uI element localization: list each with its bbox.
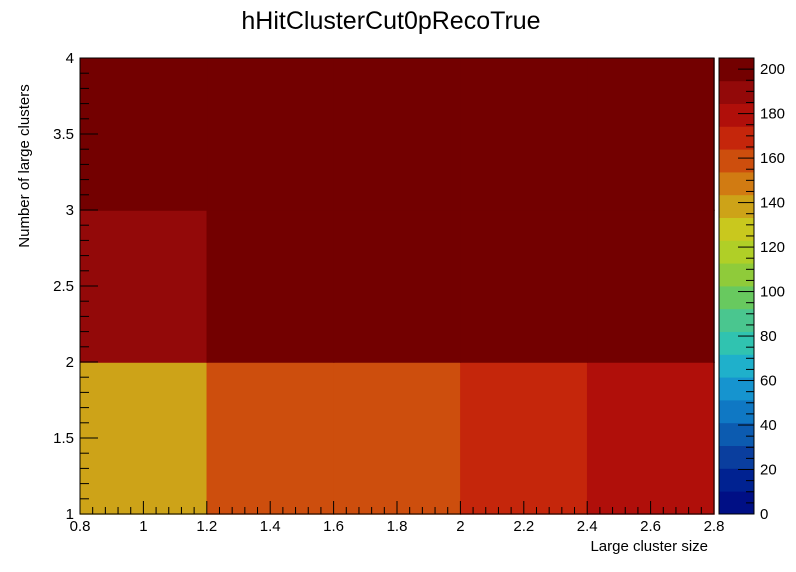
x-tick-label: 1 bbox=[139, 518, 147, 535]
heatmap-cell bbox=[333, 57, 462, 211]
heatmap-cell bbox=[79, 361, 208, 515]
colorbar-tick-label: 40 bbox=[760, 417, 777, 434]
y-tick-label: 2 bbox=[66, 354, 74, 371]
colorbar-segment bbox=[719, 286, 754, 310]
colorbar-tick-label: 80 bbox=[760, 328, 777, 345]
heatmap-cell bbox=[460, 361, 588, 515]
x-tick-label: 2.8 bbox=[704, 518, 725, 535]
heatmap-cell bbox=[79, 57, 208, 211]
colorbar-tick-label: 160 bbox=[760, 150, 785, 167]
x-tick-label: 2.4 bbox=[577, 518, 598, 535]
colorbar-tick-label: 180 bbox=[760, 106, 785, 123]
colorbar-segment bbox=[719, 58, 754, 82]
x-axis-label: Large cluster size bbox=[590, 538, 708, 555]
colorbar-segment bbox=[719, 103, 754, 127]
colorbar-segment bbox=[719, 149, 754, 173]
heatmap-cell bbox=[79, 209, 208, 363]
x-tick-label: 2 bbox=[456, 518, 464, 535]
y-tick-label: 2.5 bbox=[53, 278, 74, 295]
colorbar-tick-label: 120 bbox=[760, 239, 785, 256]
heatmap-cell bbox=[586, 57, 715, 211]
heatmap-cell bbox=[586, 361, 715, 515]
colorbar-tick-label: 60 bbox=[760, 373, 777, 390]
x-tick-label: 2.6 bbox=[640, 518, 661, 535]
colorbar-segment bbox=[719, 263, 754, 287]
colorbar-tick-label: 20 bbox=[760, 462, 777, 479]
x-tick-label: 2.2 bbox=[513, 518, 534, 535]
y-axis-label: Number of large clusters bbox=[16, 84, 33, 247]
x-tick-label: 1.6 bbox=[323, 518, 344, 535]
heatmap-cell bbox=[333, 209, 462, 363]
y-tick-label: 1.5 bbox=[53, 430, 74, 447]
colorbar-tick-label: 0 bbox=[760, 506, 768, 523]
colorbar-segment bbox=[719, 172, 754, 196]
colorbar-segment bbox=[719, 331, 754, 355]
colorbar-segment bbox=[719, 194, 754, 218]
x-tick-label: 0.8 bbox=[70, 518, 91, 535]
heatmap-cells bbox=[79, 57, 715, 515]
y-axis: 1 1.5 2 2.5 3 3.5 4 bbox=[53, 50, 98, 523]
x-axis: 0.8 1 1.2 1.4 1.6 1.8 2 2.2 2.4 2.6 2.8 bbox=[70, 501, 725, 535]
colorbar-tick-label: 200 bbox=[760, 61, 785, 78]
heatmap-cell bbox=[460, 209, 588, 363]
heatmap-cell bbox=[586, 209, 715, 363]
colorbar-segment bbox=[719, 422, 754, 446]
colorbar-segment bbox=[719, 354, 754, 378]
x-tick-label: 1.8 bbox=[387, 518, 408, 535]
x-tick-label: 1.2 bbox=[196, 518, 217, 535]
colorbar-segment bbox=[719, 80, 754, 104]
y-tick-label: 1 bbox=[66, 506, 74, 523]
colorbar-segment bbox=[719, 240, 754, 264]
colorbar-segment bbox=[719, 308, 754, 332]
colorbar: 0 20 40 60 80 100 120 140 160 180 200 bbox=[718, 57, 785, 523]
colorbar-segment bbox=[719, 445, 754, 469]
colorbar-border bbox=[718, 57, 755, 515]
colorbar-segment bbox=[719, 400, 754, 424]
y-tick-label: 3.5 bbox=[53, 126, 74, 143]
colorbar-segment bbox=[719, 491, 754, 515]
colorbar-tick-label: 100 bbox=[760, 284, 785, 301]
colorbar-tick-label: 140 bbox=[760, 195, 785, 212]
colorbar-segment bbox=[719, 468, 754, 492]
y-tick-label: 3 bbox=[66, 202, 74, 219]
chart-title: hHitClusterCut0pRecoTrue bbox=[241, 7, 540, 35]
x-tick-label: 1.4 bbox=[260, 518, 281, 535]
colorbar-segment bbox=[719, 217, 754, 241]
heatmap-cell bbox=[206, 361, 335, 515]
heatmap-cell bbox=[460, 57, 588, 211]
y-tick-label: 4 bbox=[66, 50, 74, 67]
heatmap-cell bbox=[206, 57, 335, 211]
heatmap-cell bbox=[206, 209, 335, 363]
colorbar-segment bbox=[719, 377, 754, 401]
heatmap-cell bbox=[333, 361, 462, 515]
colorbar-segment bbox=[719, 126, 754, 150]
